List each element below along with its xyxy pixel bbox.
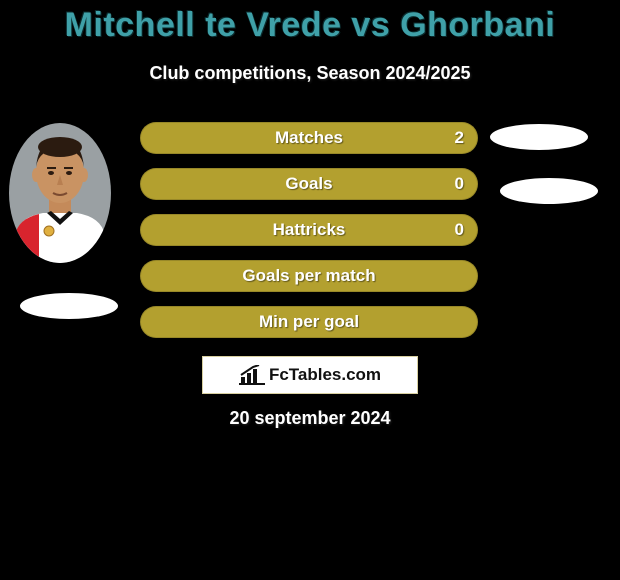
stat-value: 0 — [455, 174, 464, 194]
stat-label: Goals per match — [242, 266, 375, 286]
comparison-date: 20 september 2024 — [0, 408, 620, 429]
stat-label: Goals — [285, 174, 332, 194]
player-avatar — [9, 123, 111, 263]
decorative-ellipse — [20, 293, 118, 319]
stat-bar-min-per-goal: Min per goal — [140, 306, 478, 338]
brand-text: FcTables.com — [269, 365, 381, 385]
brand-badge: FcTables.com — [202, 356, 418, 394]
stat-label: Matches — [275, 128, 343, 148]
decorative-ellipse — [500, 178, 598, 204]
comparison-subtitle: Club competitions, Season 2024/2025 — [0, 63, 620, 84]
stat-bar-hattricks: Hattricks 0 — [140, 214, 478, 246]
stat-bar-matches: Matches 2 — [140, 122, 478, 154]
stat-bar-goals-per-match: Goals per match — [140, 260, 478, 292]
bar-chart-icon — [239, 365, 265, 385]
comparison-title: Mitchell te Vrede vs Ghorbani — [0, 0, 620, 45]
stats-bars: Matches 2 Goals 0 Hattricks 0 Goals per … — [140, 122, 480, 352]
stat-value: 2 — [455, 128, 464, 148]
stat-bar-goals: Goals 0 — [140, 168, 478, 200]
stat-label: Hattricks — [273, 220, 346, 240]
decorative-ellipse — [490, 124, 588, 150]
stat-value: 0 — [455, 220, 464, 240]
stat-label: Min per goal — [259, 312, 359, 332]
